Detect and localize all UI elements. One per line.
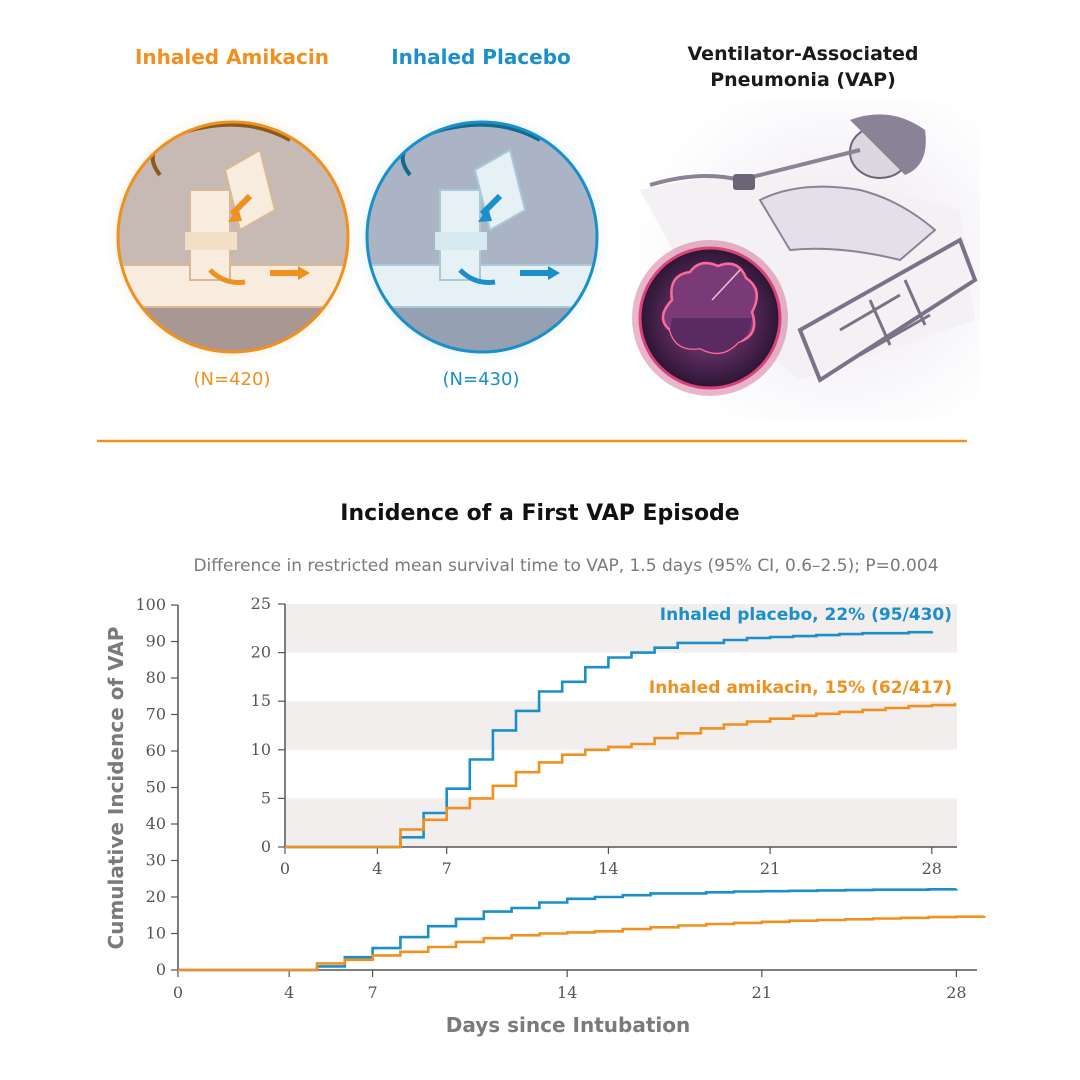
inset-x-tick-label: 0 bbox=[280, 859, 290, 878]
inset-x-tick-label: 28 bbox=[922, 859, 942, 878]
inset-y-tick-label: 20 bbox=[251, 643, 271, 662]
main-y-tick-label: 60 bbox=[146, 741, 166, 760]
inset-x-tick-label: 7 bbox=[442, 859, 452, 878]
ventilated-patient-illustration bbox=[630, 100, 980, 420]
inset-series-line-amikacin bbox=[285, 703, 957, 849]
main-y-tick-label: 40 bbox=[146, 814, 166, 833]
inset-grid-band bbox=[285, 701, 957, 750]
main-series-line-placebo bbox=[178, 888, 958, 972]
amikacin-arm-title: Inhaled Amikacin bbox=[135, 45, 329, 69]
inset-series-line-placebo bbox=[285, 630, 934, 849]
chart-title: Incidence of a First VAP Episode bbox=[340, 501, 739, 526]
placebo-arm-title: Inhaled Placebo bbox=[391, 45, 571, 69]
main-x-tick-label: 21 bbox=[752, 983, 772, 1002]
main-x-tick-label: 14 bbox=[557, 983, 577, 1002]
inset-x-tick-label: 21 bbox=[760, 859, 780, 878]
main-y-tick-label: 80 bbox=[146, 668, 166, 687]
main-y-tick-label: 30 bbox=[146, 851, 166, 870]
main-plot-lines bbox=[178, 888, 986, 972]
series-label-amikacin: Inhaled amikacin, 15% (62/417) bbox=[649, 678, 952, 698]
series-label-placebo: Inhaled placebo, 22% (95/430) bbox=[660, 605, 952, 625]
chart-subtitle: Difference in restricted mean survival t… bbox=[193, 556, 938, 576]
chart-labels: Inhaled placebo, 22% (95/430) Inhaled ami… bbox=[104, 605, 952, 1037]
main-x-tick-label: 0 bbox=[173, 983, 183, 1002]
inset-y-tick-label: 15 bbox=[251, 691, 271, 710]
placebo-arm-n: (N=430) bbox=[443, 369, 520, 390]
y-axis-label: Cumulative Incidence of VAP bbox=[104, 627, 128, 950]
amikacin-nebulizer-illustration bbox=[101, 105, 365, 369]
amikacin-arm-n: (N=420) bbox=[194, 369, 271, 390]
inset-grid-bands bbox=[285, 604, 957, 847]
inset-x-tick-label: 14 bbox=[598, 859, 618, 878]
main-y-tick-label: 70 bbox=[146, 705, 166, 724]
main-y-tick-label: 10 bbox=[146, 924, 166, 943]
inset-grid-band bbox=[285, 798, 957, 847]
inset-x-tick-label: 4 bbox=[372, 859, 382, 878]
main-y-tick-label: 50 bbox=[146, 778, 166, 797]
main-y-tick-label: 0 bbox=[156, 960, 166, 979]
main-x-tick-label: 28 bbox=[946, 983, 966, 1002]
inset-plot-lines bbox=[285, 630, 957, 849]
main-y-tick-label: 100 bbox=[135, 595, 166, 614]
inset-y-tick-label: 10 bbox=[251, 740, 271, 759]
placebo-nebulizer-illustration bbox=[350, 105, 614, 369]
inset-y-tick-label: 25 bbox=[251, 594, 271, 613]
inset-grid-band bbox=[285, 604, 957, 653]
vap-title-line2: Pneumonia (VAP) bbox=[710, 69, 896, 91]
inset-y-tick-label: 5 bbox=[261, 788, 271, 807]
main-y-tick-label: 20 bbox=[146, 887, 166, 906]
main-x-tick-label: 7 bbox=[368, 983, 378, 1002]
main-y-tick-label: 90 bbox=[146, 632, 166, 651]
x-axis-label: Days since Intubation bbox=[446, 1013, 690, 1037]
main-series-line-amikacin bbox=[178, 915, 986, 972]
vap-title-line1: Ventilator-Associated bbox=[688, 43, 919, 65]
inset-y-tick-label: 0 bbox=[261, 837, 271, 856]
main-x-tick-label: 4 bbox=[284, 983, 294, 1002]
